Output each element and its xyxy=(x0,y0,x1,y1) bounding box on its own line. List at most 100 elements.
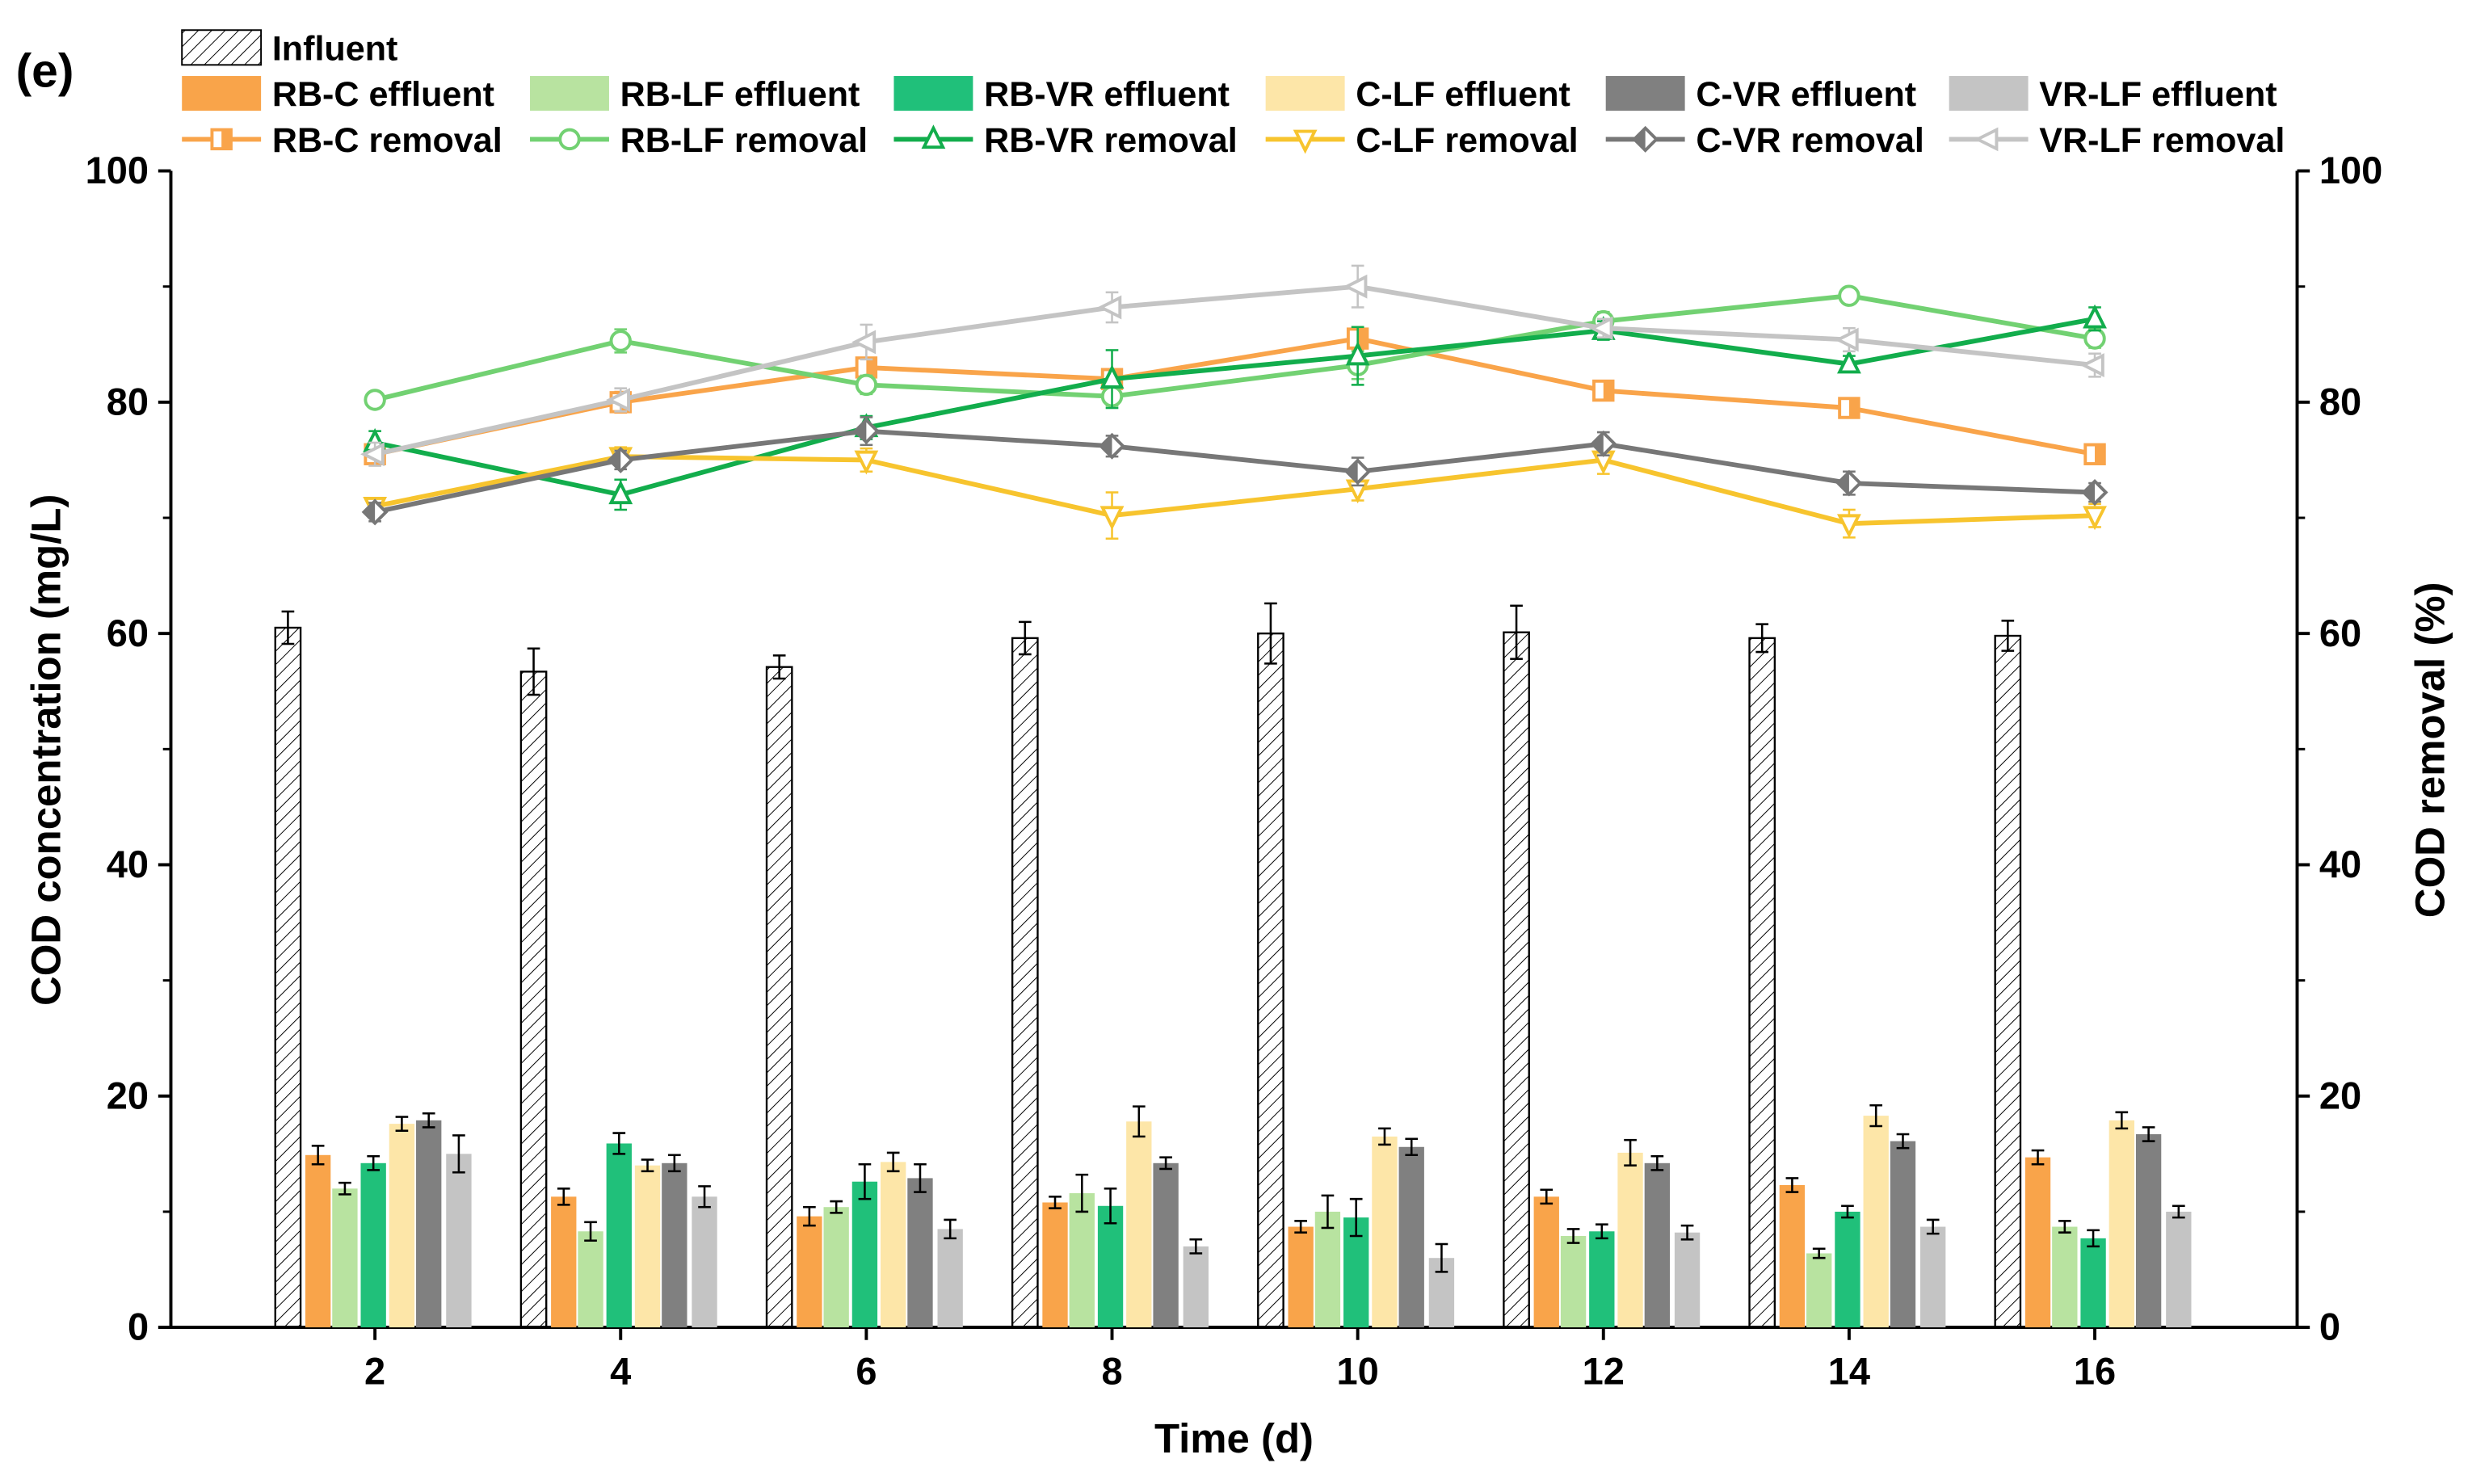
bar-c-vr-effluent xyxy=(1398,1146,1424,1328)
point-c-lf-removal xyxy=(854,450,879,475)
marker-half xyxy=(609,448,621,472)
point-c-vr-removal xyxy=(1590,430,1617,457)
x-tick-label: 10 xyxy=(1337,1350,1379,1393)
error-bar xyxy=(1435,1242,1448,1273)
legend-item: C-LF effluent xyxy=(1265,75,1570,114)
x-tick-label: 8 xyxy=(1101,1350,1122,1393)
point-rb-vr-removal xyxy=(1345,341,1370,366)
marker-outline xyxy=(854,450,879,475)
legend-swatch xyxy=(1265,76,1345,111)
marker-half xyxy=(364,501,376,523)
y-tick-label: 100 xyxy=(86,149,149,191)
marker-outline xyxy=(1293,129,1318,154)
legend-item: RB-LF effluent xyxy=(530,75,860,114)
bar-c-lf-effluent xyxy=(2109,1120,2134,1328)
bar-c-lf-effluent xyxy=(1372,1136,1398,1328)
bar-rb-c-effluent xyxy=(797,1216,822,1328)
bar-rb-c-effluent xyxy=(1779,1185,1806,1328)
legend-label: VR-LF effluent xyxy=(2039,75,2277,114)
error-bar xyxy=(641,1158,654,1173)
point-c-vr-removal xyxy=(2081,479,2109,506)
marker-outline xyxy=(608,480,633,505)
bar-rb-lf-effluent xyxy=(1560,1235,1587,1328)
error-bar xyxy=(1075,1173,1089,1213)
bar-rb-lf-effluent xyxy=(1314,1211,1341,1328)
point-rb-lf-removal xyxy=(2083,327,2106,350)
error-bar xyxy=(1540,1188,1554,1205)
error-bar-influent xyxy=(1018,620,1032,656)
error-bar xyxy=(1132,1105,1146,1138)
point-rb-c-removal xyxy=(1838,397,1860,419)
legend-label: RB-VR removal xyxy=(984,121,1238,160)
marker-outline xyxy=(1836,514,1861,539)
y-axis-label: COD concentration (mg/L) xyxy=(23,494,69,1007)
bar-rb-vr-effluent xyxy=(851,1181,878,1328)
legend-marker xyxy=(558,128,581,151)
point-c-vr-removal xyxy=(1099,432,1125,460)
line-rb-c-removal xyxy=(374,336,2096,457)
marker-half xyxy=(1357,329,1368,348)
bar-rb-lf-effluent xyxy=(823,1207,849,1328)
error-bar xyxy=(1104,1188,1117,1225)
marker-half xyxy=(1592,432,1604,456)
point-c-vr-removal xyxy=(607,446,634,473)
error-bar xyxy=(858,1162,872,1200)
error-bar xyxy=(1595,1223,1608,1240)
y2-tick-label: 60 xyxy=(2319,612,2361,654)
y-tick-label: 60 xyxy=(107,612,149,654)
point-vr-lf-removal xyxy=(1834,327,1859,352)
bar-c-vr-effluent xyxy=(1644,1162,1671,1328)
bar-c-vr-effluent xyxy=(662,1162,687,1328)
legend-item: C-LF removal xyxy=(1265,121,1579,160)
marker-outline xyxy=(1834,327,1859,352)
point-rb-c-removal xyxy=(2083,443,2106,465)
plot-area: 0 0 20 20 40 40 60 60 80 80 100 100 2 4 6 8 10 12 14 16 xyxy=(86,149,2383,1392)
point-rb-vr-removal xyxy=(1099,364,1125,389)
marker-outline xyxy=(1099,364,1125,389)
marker-outline xyxy=(2083,506,2107,531)
error-bar-influent xyxy=(527,647,540,696)
marker-outline xyxy=(851,330,877,355)
marker-outline xyxy=(1974,127,1999,152)
error-bar xyxy=(1189,1238,1203,1255)
bar-c-lf-effluent xyxy=(881,1162,906,1328)
legend-label: RB-VR effluent xyxy=(984,75,1230,114)
point-rb-c-removal xyxy=(1592,379,1615,402)
point-c-lf-removal xyxy=(1099,506,1125,531)
y-tick-label: 0 xyxy=(128,1305,149,1348)
bar-rb-vr-effluent xyxy=(2080,1238,2106,1328)
bar-vr-lf-effluent xyxy=(1920,1226,1946,1328)
bar-influent xyxy=(519,671,548,1329)
error-bar xyxy=(1926,1218,1940,1235)
bar-vr-lf-effluent xyxy=(692,1196,717,1328)
bar-influent xyxy=(765,666,793,1329)
marker-half xyxy=(2095,444,2104,465)
bar-rb-vr-effluent xyxy=(606,1143,632,1328)
bar-rb-lf-effluent xyxy=(332,1188,358,1328)
error-bar xyxy=(2115,1111,2129,1130)
line-rb-lf-removal xyxy=(374,293,2096,402)
error-bar xyxy=(1321,1194,1335,1230)
error-bar xyxy=(2172,1204,2185,1219)
error-bar xyxy=(1049,1196,1062,1209)
bar-influent xyxy=(1994,634,2022,1329)
error-bar xyxy=(803,1205,816,1227)
error-bar xyxy=(944,1218,957,1240)
legend-label: C-VR removal xyxy=(1696,121,1924,160)
legend-swatch xyxy=(893,76,973,111)
bar-rb-vr-effluent xyxy=(1835,1211,1860,1328)
legend-swatch xyxy=(1605,76,1685,111)
y2-tick-label: 100 xyxy=(2319,149,2382,191)
legend-swatch xyxy=(181,29,263,66)
y2-tick-label: 80 xyxy=(2319,380,2361,423)
bar-rb-c-effluent xyxy=(305,1154,331,1328)
bar-vr-lf-effluent xyxy=(2166,1211,2192,1328)
point-rb-vr-removal xyxy=(608,480,633,505)
legend-marker xyxy=(1974,127,1999,152)
point-vr-lf-removal xyxy=(2079,353,2104,377)
legend-swatch xyxy=(182,76,262,111)
bar-influent xyxy=(1011,637,1039,1329)
error-bar xyxy=(1378,1127,1391,1146)
error-bar xyxy=(1680,1224,1694,1241)
error-bar-influent xyxy=(281,610,295,645)
